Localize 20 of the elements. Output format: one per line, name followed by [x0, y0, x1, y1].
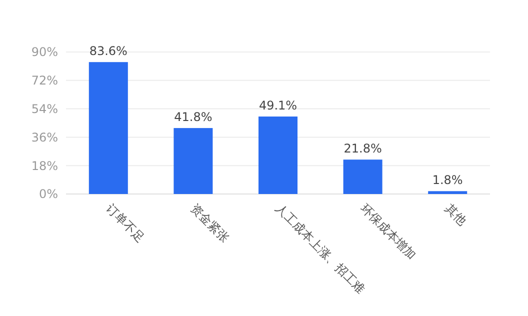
- bar: [428, 191, 468, 194]
- y-tick-label: 36%: [31, 130, 58, 144]
- x-tick-label: 资金紧张: [188, 201, 232, 246]
- bar: [258, 116, 298, 194]
- y-tick-label: 54%: [31, 102, 58, 116]
- bar: [174, 128, 213, 194]
- data-label: 1.8%: [432, 173, 463, 188]
- data-label: 41.8%: [174, 110, 212, 124]
- data-label: 21.8%: [344, 142, 382, 156]
- y-tick-label: 18%: [31, 158, 58, 173]
- y-tick-label: 0%: [38, 187, 58, 202]
- x-tick-label: 订单不足: [103, 201, 148, 246]
- data-label: 49.1%: [258, 98, 298, 113]
- x-tick-label: 环保成本增加: [358, 201, 419, 262]
- data-label: 83.6%: [89, 44, 128, 58]
- y-tick-label: 90%: [31, 45, 58, 60]
- bar: [343, 160, 382, 194]
- bar: [88, 62, 128, 194]
- y-tick-label: 72%: [31, 74, 58, 88]
- x-tick-label: 其他: [442, 201, 470, 228]
